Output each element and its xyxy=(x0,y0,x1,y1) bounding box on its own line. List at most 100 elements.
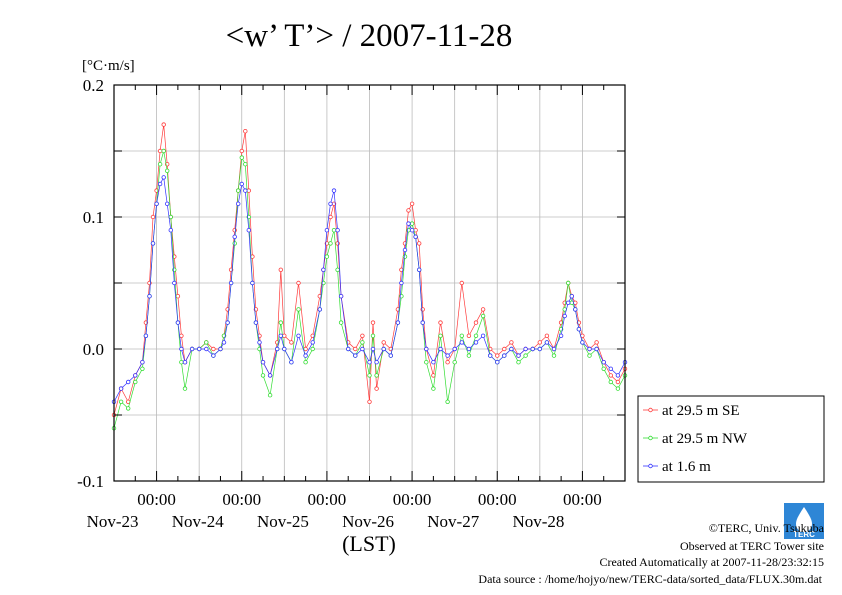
data-point xyxy=(338,294,344,299)
data-point xyxy=(303,353,308,358)
data-point xyxy=(218,346,223,352)
data-point xyxy=(495,353,500,358)
data-point xyxy=(260,360,266,365)
data-point xyxy=(608,373,613,378)
data-point xyxy=(310,346,315,352)
data-point xyxy=(260,373,266,378)
data-point xyxy=(480,313,486,319)
data-point xyxy=(424,346,429,352)
data-point xyxy=(175,294,181,299)
data-point xyxy=(239,148,244,154)
data-point xyxy=(367,399,372,404)
data-point xyxy=(615,386,621,391)
data-point xyxy=(125,406,131,411)
data-point xyxy=(480,333,486,338)
data-point xyxy=(133,373,138,378)
data-point xyxy=(346,346,351,352)
data-point xyxy=(161,148,166,154)
data-point xyxy=(438,333,443,338)
chart-title: <w’ T’> / 2007-11-28 xyxy=(226,18,513,54)
data-point xyxy=(562,313,567,319)
data-point xyxy=(466,346,472,352)
data-point xyxy=(289,340,294,345)
x-tick-date-label: Nov-28 xyxy=(512,512,564,531)
x-ticks: 00:00 Nov-23 00:00 Nov-24 00:00 Nov-25 00:00 No… xyxy=(87,85,605,531)
data-point xyxy=(353,346,358,352)
data-point xyxy=(406,208,411,213)
data-point xyxy=(551,353,557,358)
data-point xyxy=(157,181,163,187)
legend-box xyxy=(637,395,825,483)
data-point xyxy=(324,254,330,259)
data-point xyxy=(154,201,159,206)
y-axis-label: [°C·m/s] xyxy=(82,58,135,74)
data-point xyxy=(488,353,493,358)
data-point xyxy=(409,201,415,206)
data-point xyxy=(445,353,450,358)
x-tick-time-label: 00:00 xyxy=(222,490,261,509)
data-point xyxy=(431,386,436,391)
data-point xyxy=(516,360,521,365)
data-point xyxy=(175,320,181,325)
data-point xyxy=(445,399,450,404)
data-point xyxy=(388,353,393,358)
data-point xyxy=(157,148,163,154)
data-point xyxy=(466,333,472,338)
terc-logo: TERC xyxy=(784,503,824,539)
data-point xyxy=(406,221,411,226)
data-point xyxy=(438,320,443,325)
data-point xyxy=(420,320,425,325)
data-point xyxy=(367,360,372,365)
data-point xyxy=(370,320,376,325)
data-point xyxy=(157,161,163,167)
data-point xyxy=(235,188,241,193)
data-point xyxy=(310,340,315,345)
data-point xyxy=(321,267,326,272)
data-point xyxy=(118,399,124,404)
data-point xyxy=(399,267,404,272)
legend-label: at 29.5 m NW xyxy=(662,431,748,447)
data-point xyxy=(161,175,166,180)
x-tick-date-label: Nov-26 xyxy=(342,512,394,531)
data-point xyxy=(417,241,422,246)
data-point xyxy=(239,155,244,160)
data-point xyxy=(459,333,464,338)
data-point xyxy=(179,346,184,352)
data-point xyxy=(232,241,237,246)
data-point xyxy=(225,320,230,325)
legend-label: at 1.6 m xyxy=(662,459,711,475)
observed-text: Observed at TERC Tower site xyxy=(680,539,824,553)
data-point xyxy=(133,379,138,385)
data-point xyxy=(360,333,365,338)
data-point xyxy=(370,333,376,338)
data-point xyxy=(576,327,582,332)
logo-text: TERC xyxy=(793,530,815,539)
data-point xyxy=(374,373,379,378)
copyright-text: ©TERC, Univ. Tsukuba xyxy=(709,521,825,535)
data-point xyxy=(331,188,337,193)
data-point xyxy=(243,161,248,167)
data-point xyxy=(544,333,550,338)
data-point xyxy=(601,360,606,365)
data-source-text: Data source : /home/hojyo/new/TERC-data/… xyxy=(478,572,822,586)
data-point xyxy=(278,267,283,272)
data-point xyxy=(580,340,585,345)
data-point xyxy=(459,280,464,286)
data-point xyxy=(150,214,156,220)
data-point xyxy=(399,280,404,286)
data-point xyxy=(413,234,418,239)
data-point xyxy=(608,366,613,371)
data-point xyxy=(335,241,340,246)
x-tick-time-label: 00:00 xyxy=(393,490,432,509)
y-tick-label: 0.1 xyxy=(83,208,104,227)
data-point xyxy=(381,340,386,345)
data-point xyxy=(338,320,344,325)
data-point xyxy=(335,227,340,233)
x-tick-time-label: 00:00 xyxy=(563,490,602,509)
data-point xyxy=(438,346,443,352)
data-point xyxy=(466,353,472,358)
data-point xyxy=(569,294,574,299)
data-point xyxy=(278,320,283,325)
data-point xyxy=(452,346,457,352)
data-point xyxy=(317,307,322,312)
